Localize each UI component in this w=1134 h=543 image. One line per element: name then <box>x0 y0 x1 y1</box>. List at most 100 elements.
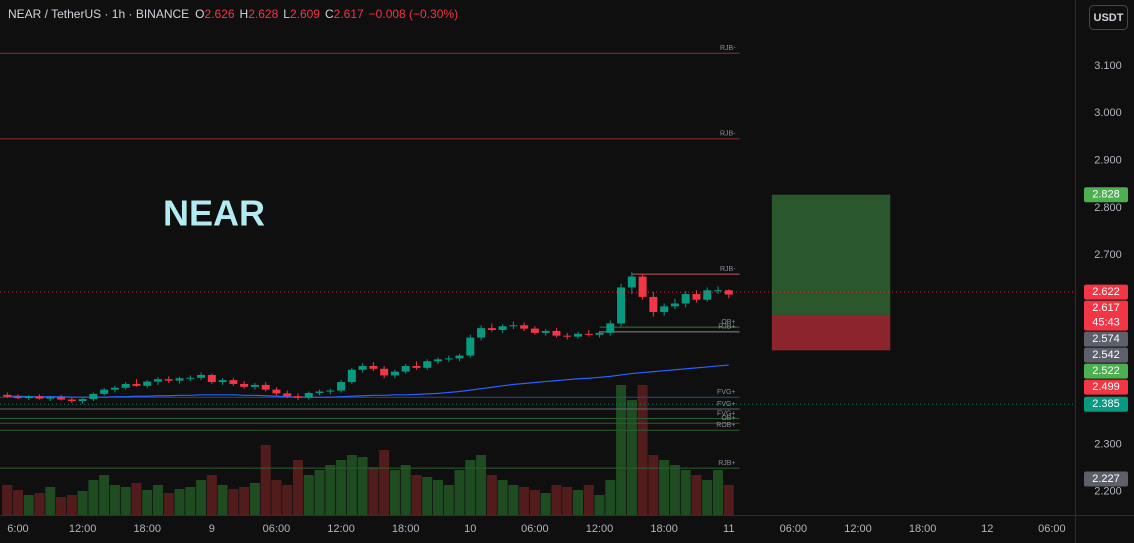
volume-bar <box>99 475 110 515</box>
volume-bar <box>702 480 713 515</box>
candle-body <box>121 383 130 388</box>
candle-body <box>35 396 44 399</box>
x-tick-label: 11 <box>723 523 734 535</box>
header: NEAR / TetherUS · 1h · BINANCE O2.626 H2.6… <box>8 7 458 21</box>
volume-bar <box>432 480 443 515</box>
candle-body <box>175 378 184 381</box>
candle-body <box>272 389 281 394</box>
volume-bar <box>325 465 336 515</box>
candle-body <box>132 383 141 386</box>
price-label-box <box>1084 300 1128 331</box>
volume-bar <box>249 483 260 515</box>
candle-body <box>229 380 238 384</box>
volume-bar <box>196 480 207 515</box>
x-tick-label: 12 <box>981 523 993 535</box>
candle-body <box>660 306 669 313</box>
volume-bar <box>529 490 540 515</box>
volume-bar <box>185 487 196 515</box>
x-tick-label: 9 <box>209 523 215 535</box>
candle-body <box>46 397 55 399</box>
volume-bar <box>443 485 454 515</box>
volume-bar <box>282 485 293 515</box>
header-text: 2.626 <box>205 7 235 21</box>
candle-body <box>358 365 367 370</box>
volume-bar <box>400 465 411 515</box>
price-label-box <box>1084 284 1128 300</box>
volume-bar <box>131 483 142 515</box>
volume-bar <box>260 445 271 515</box>
x-tick-label: 06:00 <box>1038 523 1066 535</box>
price-label: 2.227 <box>1092 473 1120 485</box>
header-text: L <box>283 7 290 21</box>
volume-bar <box>691 475 702 515</box>
x-tick-label: 12:00 <box>844 523 872 535</box>
candle-body <box>3 394 12 397</box>
volume-bar <box>497 480 508 515</box>
volume-bar <box>163 493 174 515</box>
volume-bar <box>142 490 153 515</box>
y-tick-label: 3.000 <box>1094 107 1122 119</box>
volume-bar <box>228 489 239 515</box>
candle-body <box>347 369 356 383</box>
volume-bar <box>637 385 648 515</box>
volume-bar <box>454 470 465 515</box>
volume-bar <box>292 460 303 515</box>
level-label: FVG+ <box>717 410 735 417</box>
x-tick-label: 18:00 <box>392 523 420 535</box>
x-tick-label: 12:00 <box>69 523 97 535</box>
header-text: 2.609 <box>290 7 320 21</box>
countdown: 45:43 <box>1092 317 1120 329</box>
candle-body <box>186 377 195 379</box>
currency-label[interactable]: USDT <box>1094 12 1124 24</box>
candle-body <box>477 328 486 338</box>
volume-bar <box>206 475 217 515</box>
volume-bar <box>519 487 530 515</box>
candle-body <box>143 381 152 386</box>
volume-bar <box>152 485 163 515</box>
volume-bar <box>476 455 487 515</box>
price-label: 2.385 <box>1092 398 1120 410</box>
volume-bar <box>45 487 56 515</box>
stop-zone <box>771 314 891 351</box>
candle-body <box>606 323 615 333</box>
candle-body <box>455 355 464 359</box>
x-tick-label: 6:00 <box>7 523 28 535</box>
level-label: OB+ <box>721 319 735 326</box>
candle-body <box>627 276 636 288</box>
candle-body <box>304 392 313 398</box>
candle-body <box>67 399 76 401</box>
volume-bar <box>562 487 573 515</box>
level-label: ROB+ <box>716 422 735 429</box>
candle-body <box>24 396 33 399</box>
volume-bar <box>616 385 627 515</box>
currency-button[interactable] <box>1089 5 1128 30</box>
candle-body <box>444 358 453 360</box>
candle-body <box>713 290 722 292</box>
volume-bar <box>605 480 616 515</box>
candle-body <box>703 290 712 300</box>
candle-body <box>487 328 496 331</box>
y-tick-label: 2.900 <box>1094 155 1122 167</box>
price-label-box <box>1084 331 1128 347</box>
header-text: H <box>240 7 249 21</box>
volume-bar <box>583 485 594 515</box>
volume-bar <box>217 485 228 515</box>
volume-bar <box>174 489 185 515</box>
x-tick-label: 18:00 <box>909 523 937 535</box>
candle-body <box>326 390 335 392</box>
x-tick-label: 18:00 <box>133 523 161 535</box>
candle-body <box>369 365 378 369</box>
candle-body <box>433 359 442 362</box>
candle-body <box>261 384 270 390</box>
volume-bar <box>271 480 282 515</box>
candle-body <box>552 330 561 336</box>
header-text: C <box>325 7 334 21</box>
level-label: FVG+ <box>717 389 735 396</box>
volume-bar <box>66 495 77 515</box>
volume-bar <box>56 497 67 515</box>
candle-body <box>89 393 98 400</box>
volume-bar <box>34 493 45 515</box>
volume-bar <box>379 450 390 515</box>
